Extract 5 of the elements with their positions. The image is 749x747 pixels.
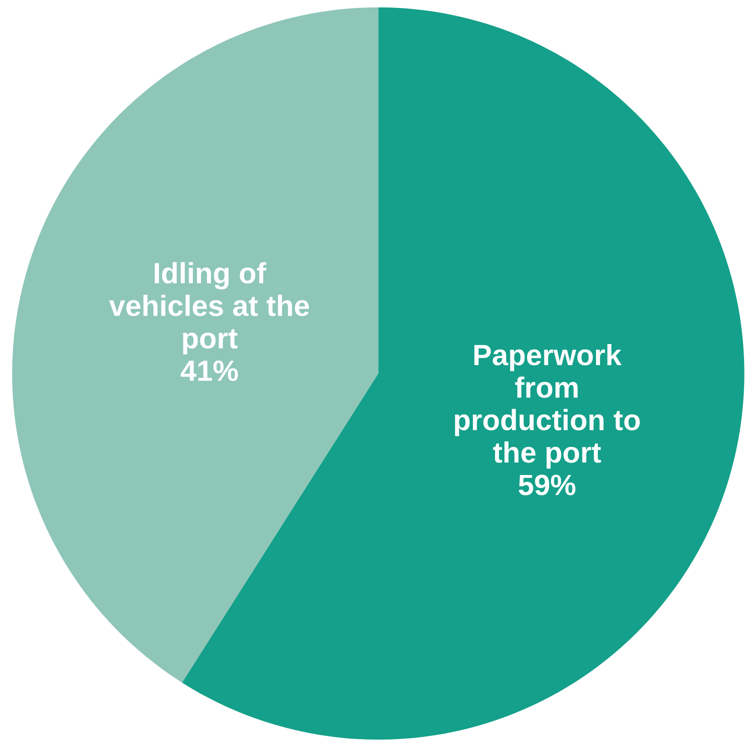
slice-label: Idling of vehicles at the port [109, 262, 310, 354]
pie-slice [12, 7, 378, 683]
data-label: 59% [518, 474, 576, 496]
slice-label: Paperwork from production to the port [454, 344, 640, 469]
data-label: 41% [180, 360, 238, 382]
